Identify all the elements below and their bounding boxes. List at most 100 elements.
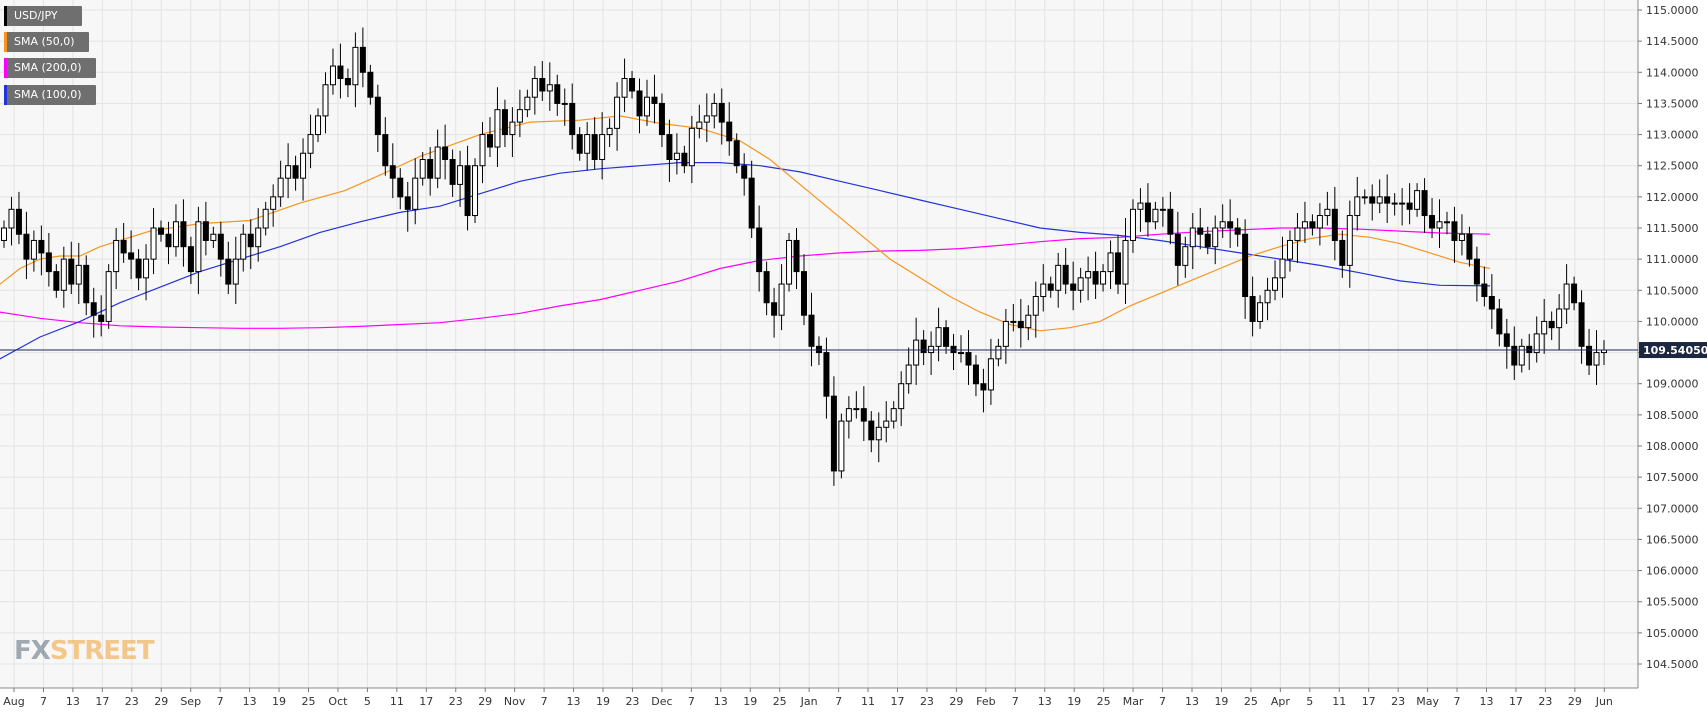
candle-body (711, 102, 718, 117)
candle (516, 89, 523, 138)
candle-body (389, 165, 396, 179)
candle (606, 118, 613, 148)
candle-body (1399, 202, 1406, 205)
candle-body (965, 352, 972, 366)
candle-body (427, 158, 434, 179)
candle-body (45, 252, 52, 273)
candle (591, 117, 598, 170)
candle (240, 224, 247, 272)
logo-street: STREET (49, 636, 155, 666)
candle (1473, 246, 1480, 302)
x-tick-label: 25 (1244, 695, 1258, 708)
candle-body (1346, 215, 1353, 266)
time-axis-background (0, 688, 1707, 712)
candle (1593, 330, 1600, 385)
candle-body (329, 65, 336, 86)
x-tick-label: 5 (364, 695, 371, 708)
candle-body (1458, 233, 1465, 241)
candle (1272, 260, 1279, 301)
candle-body (950, 345, 957, 354)
candle-body (270, 196, 277, 210)
candle-body (38, 239, 45, 254)
candle (1384, 174, 1391, 224)
candle-body (883, 420, 890, 428)
x-tick-label: 17 (1509, 695, 1523, 708)
candle-body (1047, 283, 1054, 291)
candle (1533, 316, 1540, 363)
candle (315, 108, 322, 143)
candle (1010, 303, 1017, 332)
candle (262, 201, 269, 236)
legend-sma50[interactable]: SMA (50,0) (4, 32, 89, 52)
candle (763, 261, 770, 316)
candle (1324, 191, 1331, 226)
candle (8, 196, 15, 246)
candle (928, 331, 935, 375)
candle (352, 32, 359, 108)
candle-body (666, 134, 673, 160)
candle-body (434, 146, 441, 179)
candle (651, 74, 658, 124)
candle (1346, 200, 1353, 288)
candle (1137, 188, 1144, 232)
x-tick-label: 7 (40, 695, 47, 708)
candle-body (158, 227, 165, 235)
candle-body (629, 78, 636, 92)
candle (748, 160, 755, 238)
candle (868, 411, 875, 453)
candle (1002, 308, 1009, 364)
candle (143, 244, 150, 301)
x-tick-label: Dec (651, 695, 672, 708)
x-tick-label: 23 (1538, 695, 1552, 708)
candle (1, 220, 7, 248)
candle (1511, 326, 1518, 380)
candle (815, 336, 822, 366)
candle (778, 264, 785, 331)
candle (210, 226, 217, 248)
candle-body (307, 134, 314, 154)
candle (860, 386, 867, 442)
candle (1204, 226, 1211, 255)
candle-body (120, 239, 127, 254)
y-tick-label: 105.0000 (1646, 627, 1699, 640)
candle-body (524, 96, 531, 111)
candle-body (210, 233, 217, 241)
candle-body (718, 102, 725, 123)
candle-body (621, 78, 628, 98)
candle-body (673, 152, 680, 160)
candle-body (1286, 239, 1293, 260)
candle-body (464, 165, 471, 217)
candle-body (1085, 271, 1092, 279)
y-tick-label: 112.5000 (1646, 160, 1699, 173)
candle-body (367, 71, 374, 98)
legend-sma200[interactable]: SMA (200,0) (4, 58, 96, 78)
candle (621, 58, 628, 113)
candle (1443, 211, 1450, 235)
candle (830, 376, 837, 486)
y-tick-label: 113.0000 (1646, 129, 1699, 142)
candle-body (1571, 283, 1578, 304)
candle-body (1204, 233, 1211, 248)
candle-body (905, 364, 912, 385)
candle-body (1548, 320, 1555, 329)
candle-body (60, 258, 67, 291)
legend-sma100[interactable]: SMA (100,0) (4, 85, 96, 105)
candle-body (614, 96, 621, 129)
candle-body (845, 408, 852, 422)
candle-body (1062, 264, 1069, 285)
candle (270, 184, 277, 227)
x-tick-label: 7 (1012, 695, 1019, 708)
candle (329, 48, 336, 95)
candle-body (412, 177, 419, 210)
candle (1376, 179, 1383, 214)
candle (1219, 204, 1226, 238)
candle (1526, 333, 1533, 371)
legend-usdjpy[interactable]: USD/JPY (4, 6, 82, 26)
candle-body (1189, 227, 1196, 248)
candle-body (1197, 227, 1204, 235)
candle (1070, 261, 1077, 311)
candle-body (486, 134, 493, 148)
x-tick-label: 5 (1306, 695, 1313, 708)
candle (75, 242, 82, 304)
